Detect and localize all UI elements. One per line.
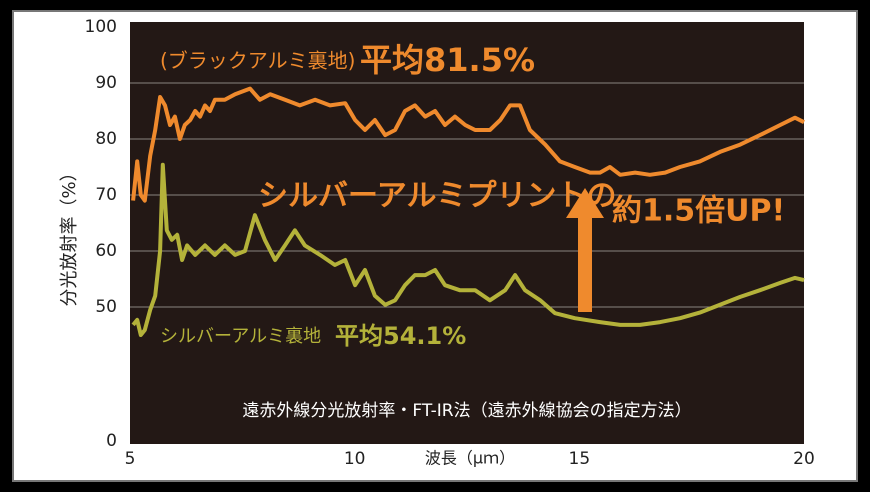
- average-label: 平均54.1%: [335, 322, 466, 350]
- average-label: 平均81.5%: [360, 41, 535, 79]
- annotation: シルバーアルミプリントの: [258, 179, 617, 214]
- y-tick-label: 50: [95, 297, 117, 317]
- annotation: 約1.5倍UP!: [612, 194, 785, 229]
- x-tick-label: 10: [344, 449, 366, 469]
- x-tick-label: 5: [125, 449, 136, 469]
- y-tick-label: 80: [95, 129, 117, 149]
- y-tick-label: 70: [95, 185, 117, 205]
- y-axis-label: 分光放射率（%）: [59, 163, 80, 306]
- x-axis-label: 波長（μｍ）: [425, 449, 515, 468]
- arrow: [566, 188, 604, 312]
- series-line: [131, 162, 805, 337]
- y-tick-label: 60: [95, 241, 117, 261]
- series-name: (ブラックアルミ裏地): [160, 49, 355, 73]
- x-tick-label: 20: [793, 449, 815, 469]
- series-name: シルバーアルミ裏地: [160, 326, 321, 347]
- series-line: [131, 86, 805, 203]
- y-tick-label: 0: [106, 431, 117, 451]
- y-tick-label: 100: [85, 17, 117, 37]
- plot-area: [130, 22, 804, 444]
- x-tick-label: 15: [569, 449, 591, 469]
- y-tick-label: 90: [95, 73, 117, 93]
- method-note: 遠赤外線分光放射率・FT-IR法（遠赤外線協会の指定方法）: [242, 401, 691, 421]
